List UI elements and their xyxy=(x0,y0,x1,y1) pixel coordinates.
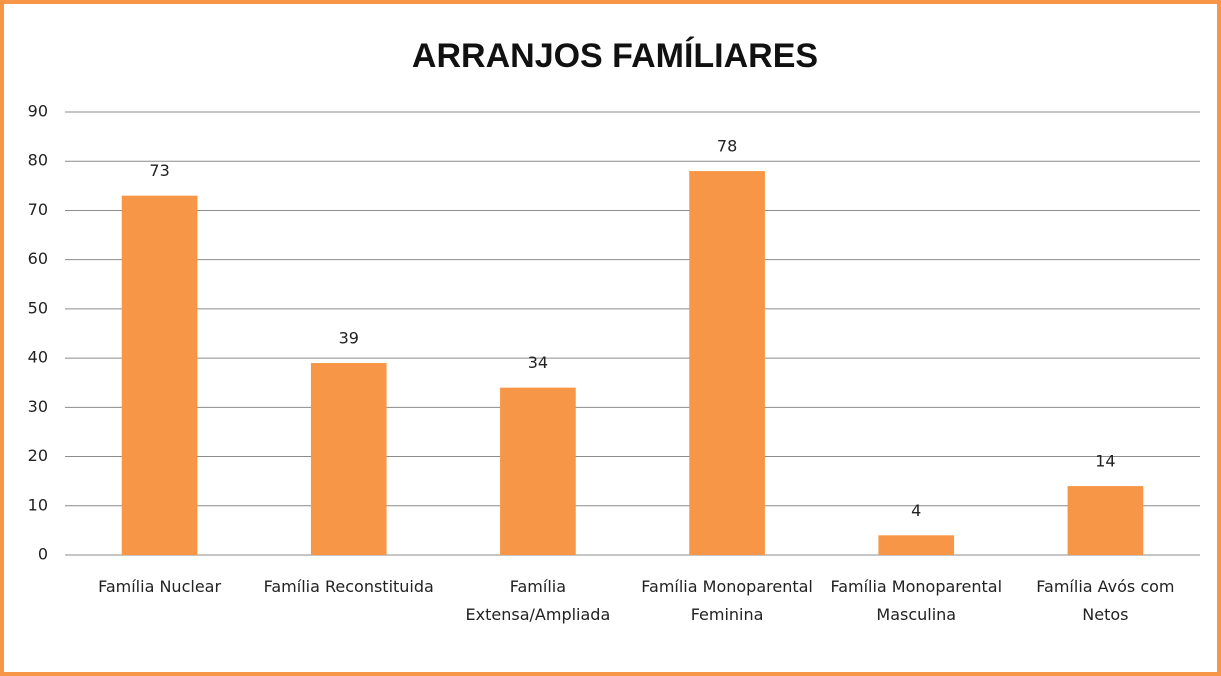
chart: ARRANJOS FAMÍLIARES 0 10 20 30 40 50 60 70 80 90 7… xyxy=(28,37,1200,564)
y-tick-label: 70 xyxy=(28,200,48,219)
bar xyxy=(121,195,198,555)
data-label: 78 xyxy=(717,137,737,156)
y-tick-label: 80 xyxy=(28,151,48,170)
y-tick-label: 10 xyxy=(28,495,48,514)
data-label: 14 xyxy=(1095,452,1115,471)
bar xyxy=(689,171,765,556)
y-tick-label: 20 xyxy=(28,446,48,465)
y-tick-label: 50 xyxy=(28,298,48,317)
x-tick-label: Família Avós com Netos xyxy=(1036,577,1175,624)
y-tick-label: 60 xyxy=(28,249,48,268)
data-label: 4 xyxy=(911,501,921,520)
y-tick-label: 40 xyxy=(28,348,48,367)
x-tick-label: Família Reconstituida xyxy=(263,577,434,596)
x-tick-label: Família Monoparental Feminina xyxy=(641,577,813,624)
bar xyxy=(310,363,387,555)
x-tick-label: Família Extensa/Ampliada xyxy=(465,577,611,624)
x-tick-label: Família Nuclear xyxy=(98,577,222,596)
y-tick-label: 0 xyxy=(38,545,48,564)
x-tick-label: Família Monoparental Masculina xyxy=(830,577,1003,624)
bar xyxy=(878,535,955,555)
y-tick-label: 90 xyxy=(28,102,48,121)
bar xyxy=(1067,486,1144,555)
bar xyxy=(500,387,576,555)
data-label: 39 xyxy=(339,329,359,348)
chart-title: ARRANJOS FAMÍLIARES xyxy=(412,37,818,75)
data-label: 73 xyxy=(149,161,169,180)
data-label: 34 xyxy=(528,353,548,372)
y-tick-label: 30 xyxy=(28,397,48,416)
